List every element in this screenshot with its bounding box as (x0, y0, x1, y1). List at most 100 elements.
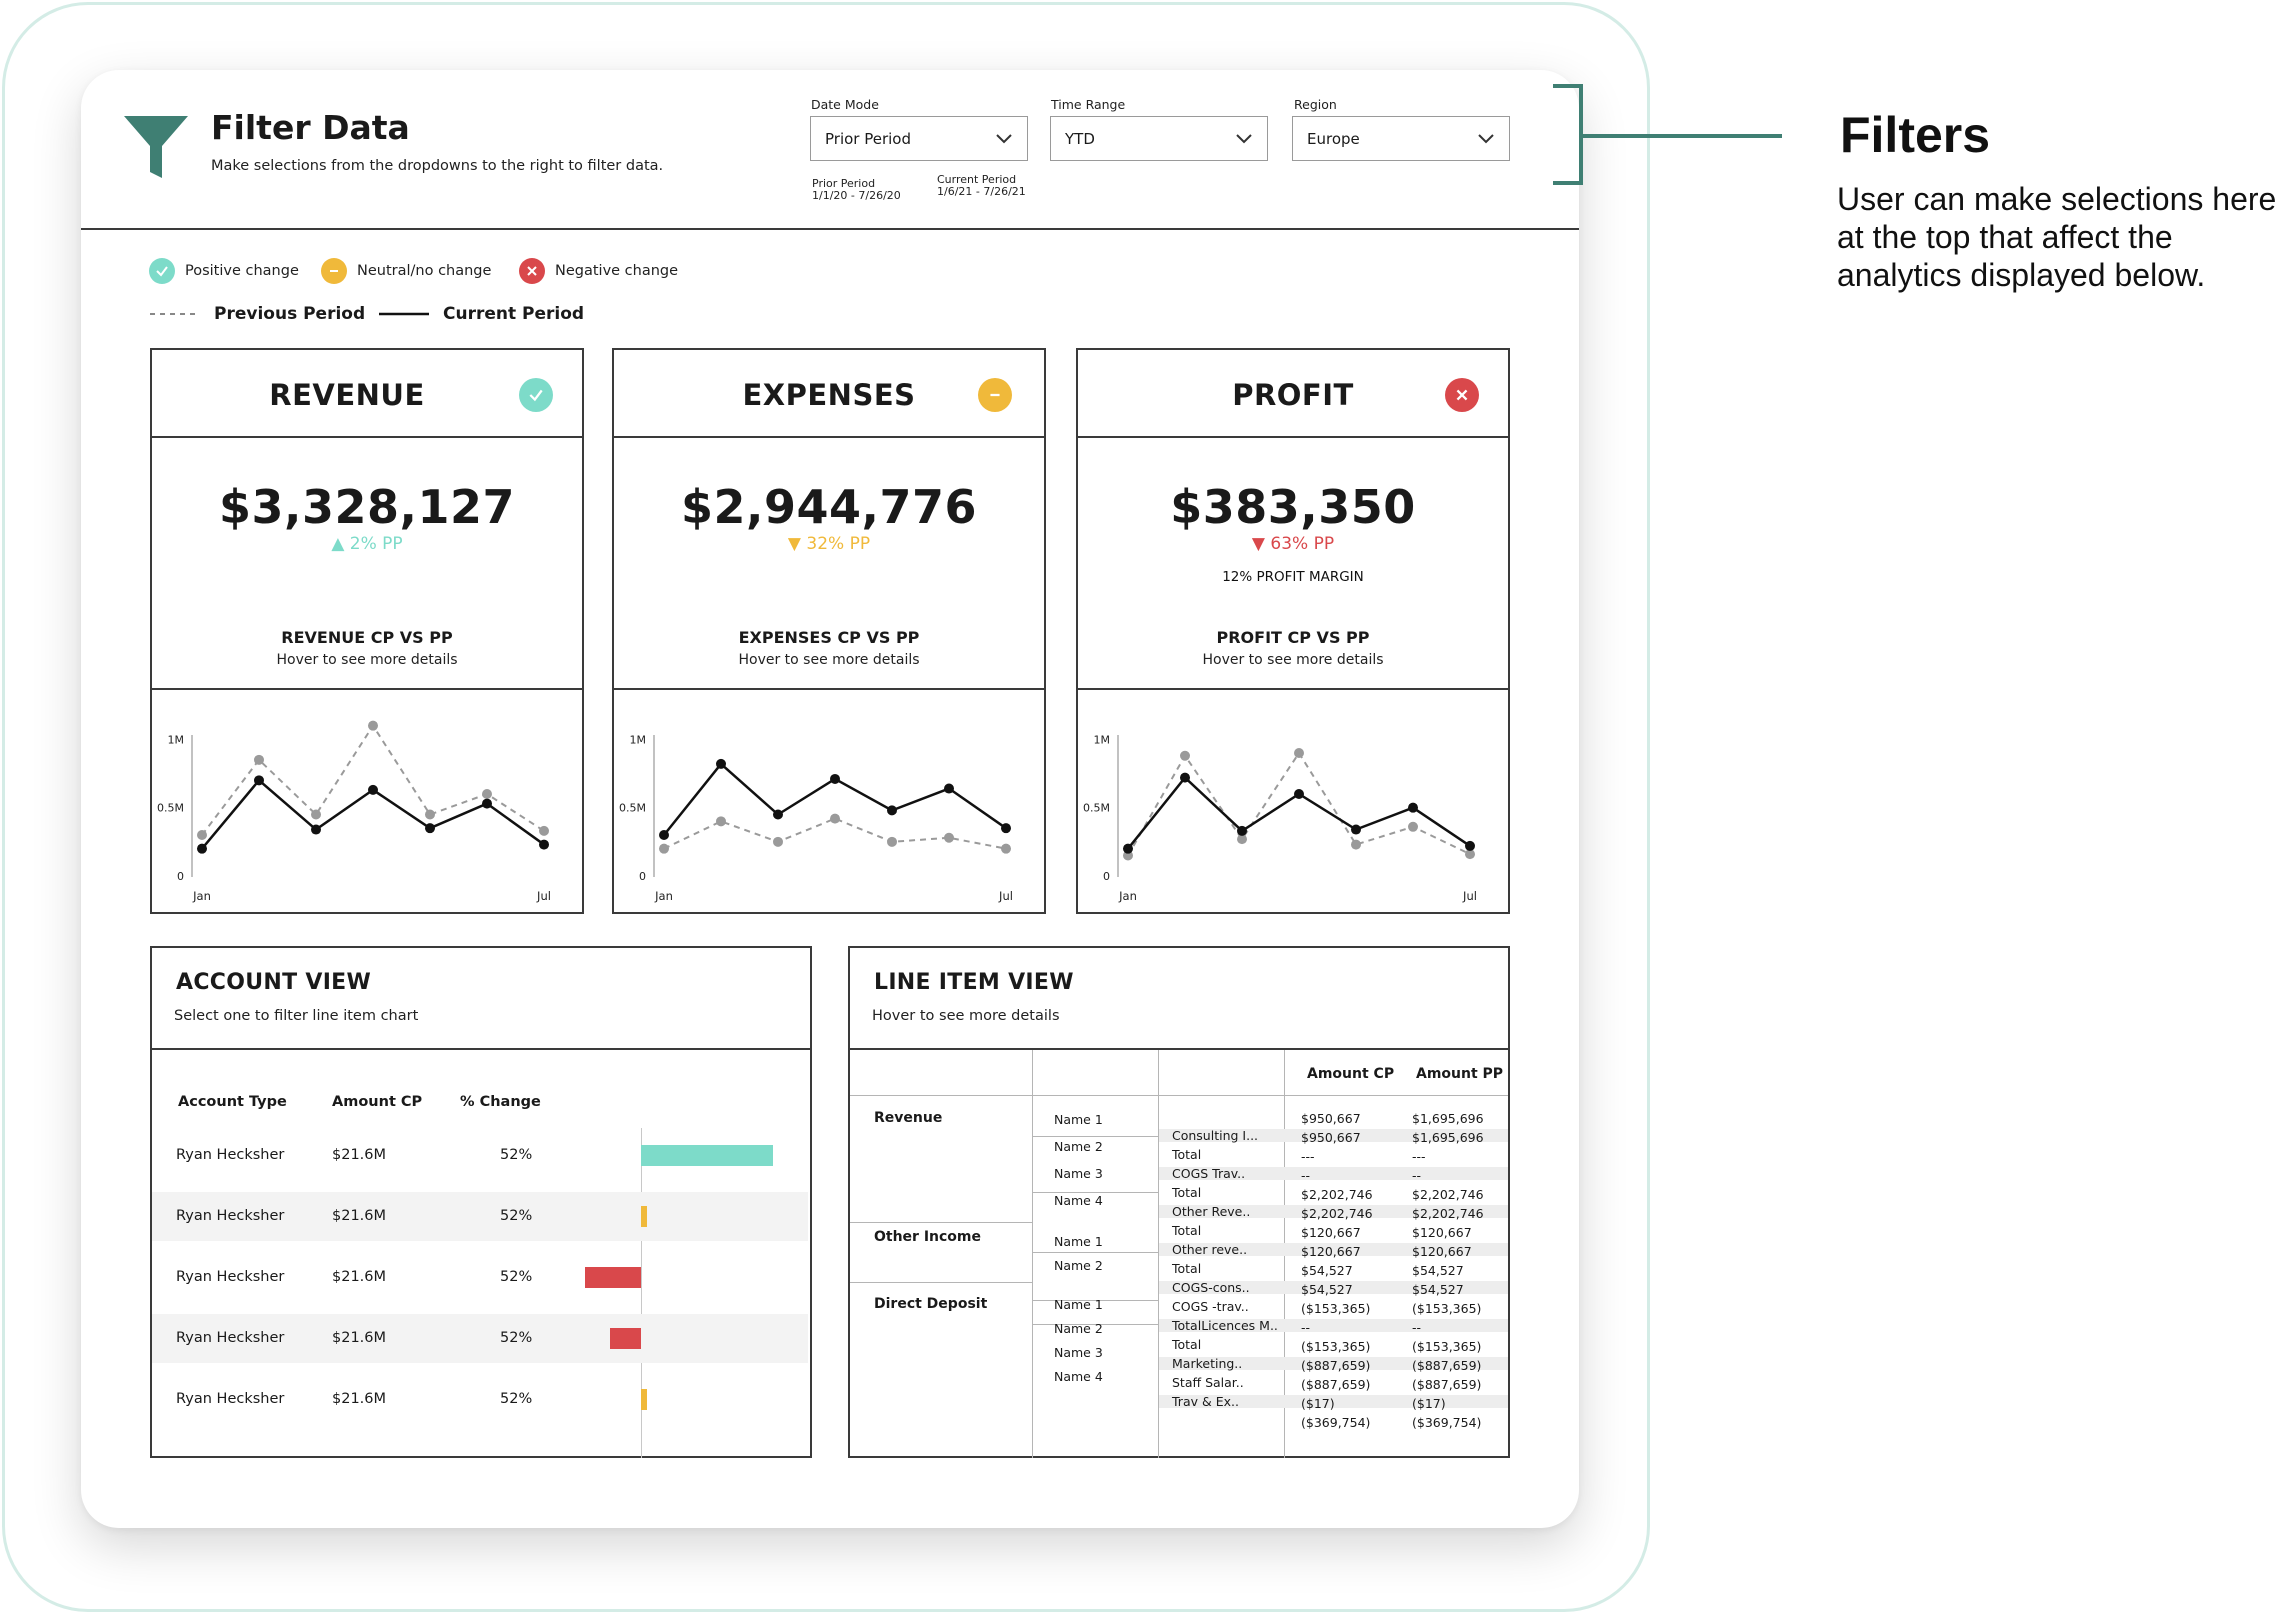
previous-period-point (425, 809, 435, 820)
table-row[interactable]: Ryan Hecksher $21.6M 52% (152, 1314, 808, 1363)
outer-frame (2, 2, 1650, 1612)
amount-cp-cell: ($887,659) (1301, 1377, 1371, 1392)
line-item-label[interactable]: COGS-cons.. (1172, 1280, 1250, 1295)
x-tick-label: Jan (1118, 889, 1137, 903)
account-type-cell: Ryan Hecksher (176, 1269, 285, 1285)
line-item-label[interactable]: TotalLicences M.. (1172, 1318, 1278, 1333)
name-item[interactable]: Name 1 (1054, 1297, 1103, 1312)
name-item[interactable]: Name 1 (1054, 1234, 1103, 1249)
name-item[interactable]: Name 3 (1054, 1166, 1103, 1181)
amount-cp-cell: ($153,365) (1301, 1339, 1371, 1354)
line-item-label[interactable]: Total (1172, 1185, 1202, 1200)
name-item[interactable]: Name 1 (1054, 1112, 1103, 1127)
previous-period-point (254, 754, 264, 765)
region-label: Region (1294, 97, 1337, 112)
amount-cp-cell: ($887,659) (1301, 1358, 1371, 1373)
previous-period-point (887, 836, 897, 847)
col-header-amount-cp: Amount CP (1307, 1066, 1395, 1082)
current-period-point (659, 830, 669, 840)
panel-subtitle: Select one to filter line item chart (174, 1008, 419, 1024)
row-shade (1159, 1357, 1508, 1370)
table-row[interactable]: Ryan Hecksher $21.6M 52% (152, 1375, 808, 1424)
line-item-label[interactable]: Other Reve.. (1172, 1204, 1251, 1219)
current-period-point (944, 783, 954, 794)
previous-period-point (716, 816, 726, 827)
time-range-dropdown[interactable]: YTD (1050, 116, 1268, 161)
row-shade (1159, 1319, 1508, 1332)
previous-period-point (539, 825, 549, 836)
solid-line-icon (379, 312, 429, 316)
expenses-line-chart[interactable]: 0 0.5M 1M Jan Jul (614, 690, 1044, 912)
current-period-point (1123, 843, 1133, 854)
line-item-label[interactable]: Staff Salar.. (1172, 1375, 1244, 1390)
previous-period-point (1294, 748, 1304, 758)
legend-positive: Positive change (149, 258, 299, 284)
name-item[interactable]: Name 3 (1054, 1345, 1103, 1360)
previous-period-line (201, 723, 545, 836)
line-item-label[interactable]: Other reve.. (1172, 1242, 1248, 1257)
close-icon (519, 258, 545, 284)
name-item[interactable]: Name 2 (1054, 1139, 1103, 1154)
kpi-card-profit[interactable]: PROFIT $383,350 ▼ 63% PP 12% PROFIT MARG… (1076, 348, 1510, 914)
amount-pp-cell: ($153,365) (1412, 1301, 1482, 1316)
line-item-label[interactable]: COGS Trav.. (1172, 1166, 1246, 1181)
name-item[interactable]: Name 4 (1054, 1193, 1103, 1208)
kpi-value: $383,350 (1170, 480, 1416, 534)
name-item[interactable]: Name 2 (1054, 1258, 1103, 1273)
previous-period-point (197, 830, 207, 840)
table-row[interactable]: Ryan Hecksher $21.6M 52% (152, 1131, 808, 1180)
y-tick-label: 1M (168, 733, 185, 746)
change-bar[interactable] (641, 1145, 773, 1166)
change-bar[interactable] (585, 1267, 641, 1288)
grid-line (1032, 1192, 1158, 1193)
change-bar[interactable] (610, 1328, 641, 1349)
profit-line-chart[interactable]: 0 0.5M 1M Jan Jul (1078, 690, 1508, 912)
kpi-card-revenue[interactable]: REVENUE $3,328,127 ▲ 2% PP REVENUE CP VS… (150, 348, 584, 914)
x-tick-label: Jul (998, 889, 1013, 903)
dashed-line-icon (150, 313, 200, 315)
amount-pp-cell: $1,695,696 (1412, 1111, 1484, 1126)
kpi-card-expenses[interactable]: EXPENSES $2,944,776 ▼ 32% PP EXPENSES CP… (612, 348, 1046, 914)
amount-pp-cell: ($153,365) (1412, 1339, 1482, 1354)
line-item-label[interactable]: Total (1172, 1337, 1202, 1352)
group-label: Direct Deposit (874, 1296, 988, 1312)
col-header-amount-pp: Amount PP (1416, 1066, 1504, 1082)
col-header-account-type: Account Type (178, 1094, 287, 1110)
previous-period-point (1001, 843, 1011, 854)
region-dropdown[interactable]: Europe (1292, 116, 1510, 161)
table-row[interactable]: Ryan Hecksher $21.6M 52% (152, 1192, 808, 1241)
amount-cp-cell: $54,527 (1301, 1263, 1353, 1278)
line-item-label[interactable]: Consulting I... (1172, 1128, 1259, 1143)
line-item-label[interactable]: Marketing.. (1172, 1356, 1243, 1371)
col-header-pct-change: % Change (460, 1094, 541, 1110)
line-item-label[interactable]: Total (1172, 1261, 1202, 1276)
chevron-down-icon (1478, 133, 1494, 143)
amount-cp-cell: $21.6M (332, 1269, 387, 1285)
kpi-hover-hint: Hover to see more details (1202, 652, 1384, 668)
legend-neutral-label: Neutral/no change (357, 263, 492, 279)
change-bar[interactable] (641, 1389, 648, 1410)
y-tick-label: 0.5M (157, 802, 184, 815)
date-mode-dropdown[interactable]: Prior Period (810, 116, 1028, 161)
grid-line (850, 1095, 1508, 1096)
name-item[interactable]: Name 4 (1054, 1369, 1103, 1384)
row-shade (1159, 1281, 1508, 1294)
row-shade (1159, 1243, 1508, 1256)
legend-previous-period: Previous Period (150, 304, 365, 324)
change-bar[interactable] (641, 1206, 648, 1227)
current-period-point (197, 843, 207, 854)
bar-axis (641, 1128, 642, 1458)
page-title: Filter Data (211, 108, 410, 147)
name-item[interactable]: Name 2 (1054, 1321, 1103, 1336)
table-row[interactable]: Ryan Hecksher $21.6M 52% (152, 1253, 808, 1302)
line-item-label[interactable]: Total (1172, 1223, 1202, 1238)
line-item-label[interactable]: COGS -trav.. (1172, 1299, 1249, 1314)
current-period-point (716, 758, 726, 769)
revenue-line-chart[interactable]: 0 0.5M 1M Jan Jul (152, 690, 582, 912)
line-item-label[interactable]: Total (1172, 1147, 1202, 1162)
kpi-compare-title: REVENUE CP VS PP (281, 628, 453, 647)
line-item-label[interactable]: Trav & Ex.. (1172, 1394, 1239, 1409)
legend-negative: Negative change (519, 258, 678, 284)
pct-change-cell: 52% (500, 1147, 533, 1163)
current-period-point (425, 823, 435, 834)
